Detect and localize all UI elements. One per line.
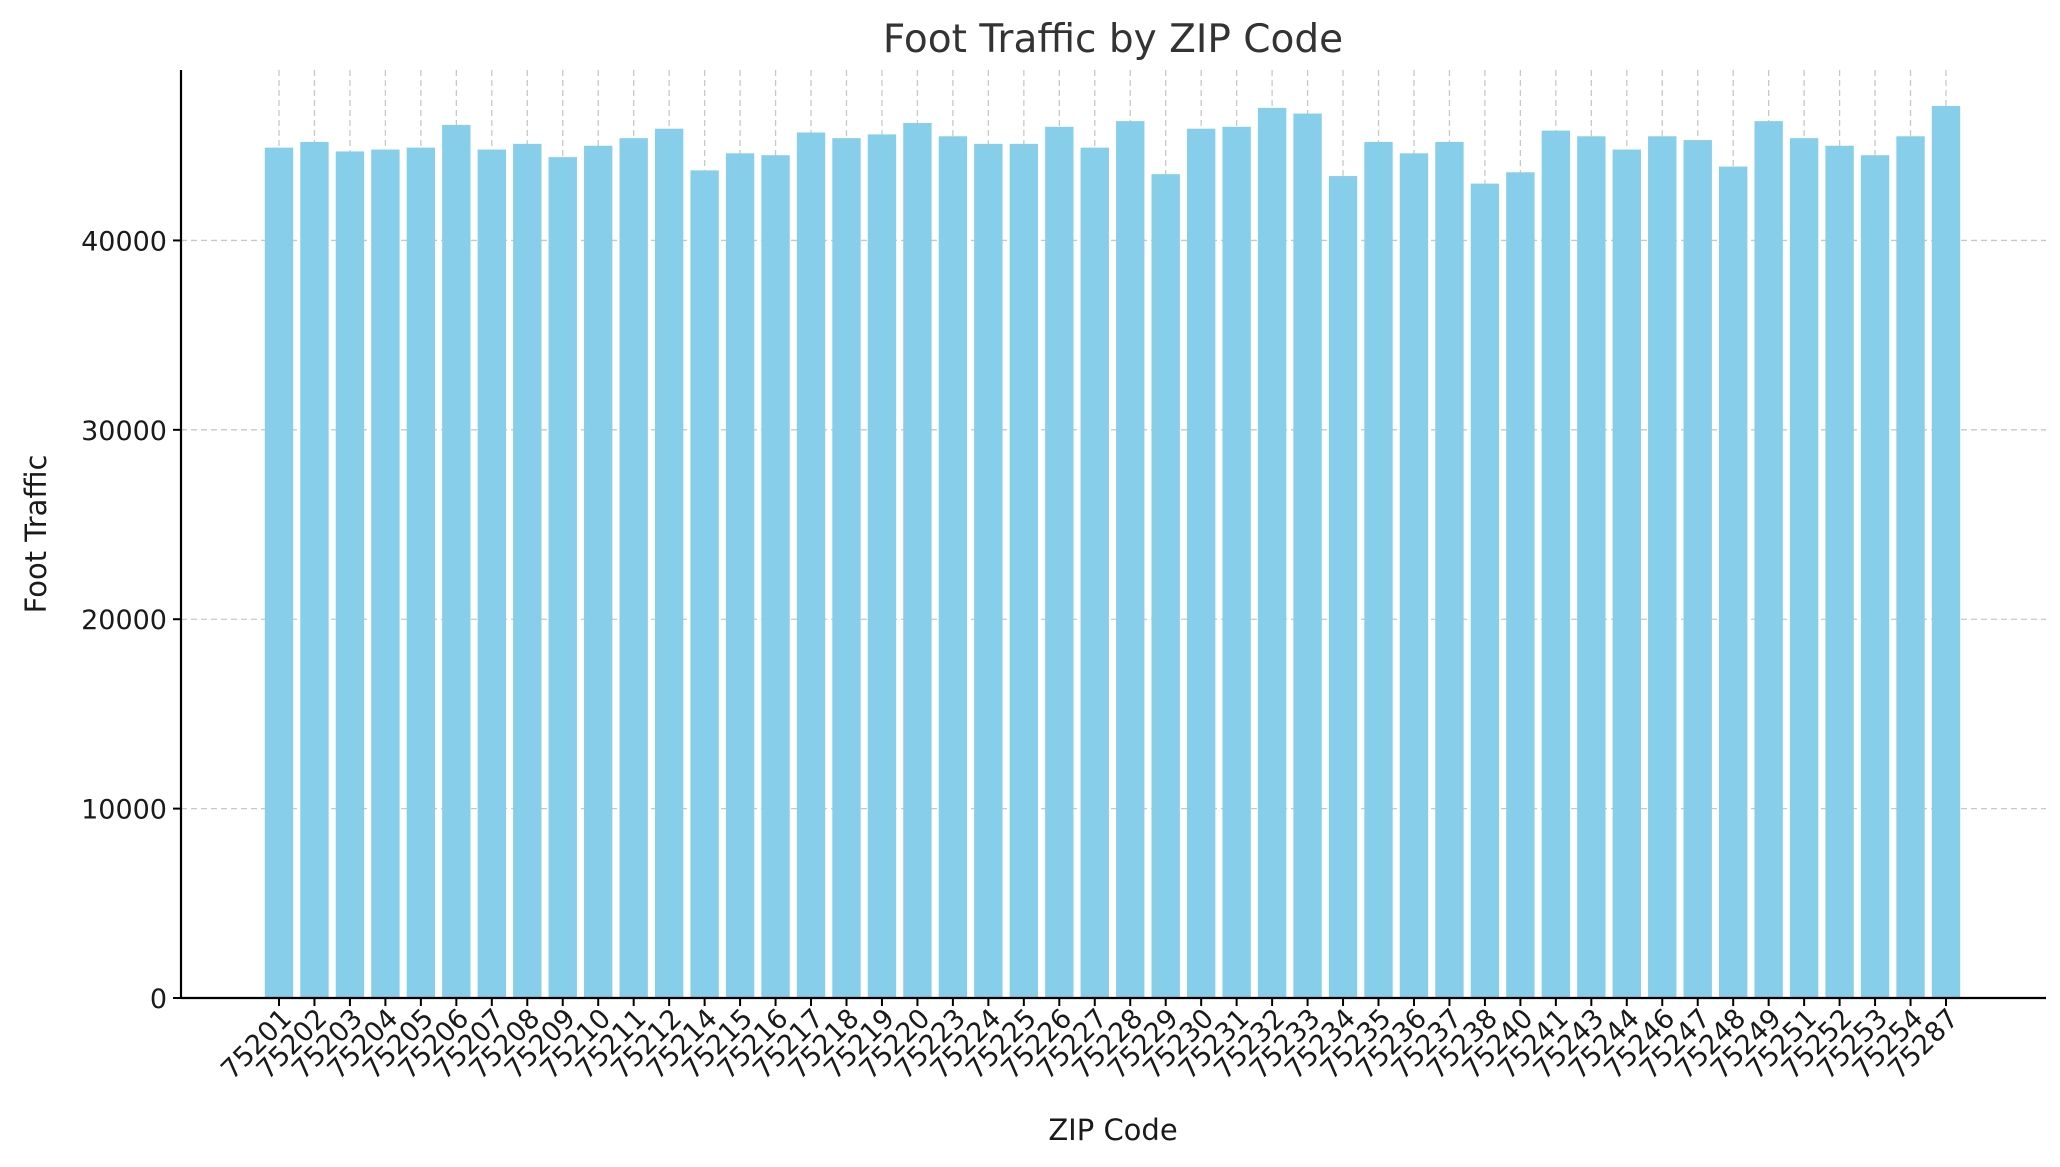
- bar-75228: [1116, 121, 1145, 998]
- bar-75220: [903, 123, 932, 999]
- y-tick-label: 30000: [81, 416, 167, 447]
- bar-75214: [690, 170, 719, 999]
- bar-75234: [1328, 176, 1358, 999]
- y-axis-label: Foot Traffic: [19, 455, 53, 614]
- bar-75226: [1045, 126, 1074, 998]
- x-axis-label: ZIP Code: [1048, 1113, 1177, 1147]
- y-tick-label: 20000: [81, 605, 167, 636]
- bar-75253: [1860, 155, 1890, 998]
- bar-75223: [938, 136, 968, 999]
- bar-75233: [1293, 113, 1322, 998]
- bar-75205: [406, 147, 436, 998]
- bar-75204: [371, 149, 400, 999]
- bar-75246: [1648, 136, 1677, 999]
- bar-75203: [335, 151, 365, 998]
- bar-75211: [619, 138, 648, 999]
- bar-75224: [974, 143, 1003, 999]
- bar-75232: [1257, 107, 1287, 998]
- bar-75227: [1080, 147, 1109, 998]
- bar-75252: [1825, 145, 1854, 998]
- bar-75201: [264, 147, 294, 998]
- bar-75247: [1683, 140, 1712, 998]
- bar-75225: [1009, 143, 1039, 999]
- bar-75236: [1399, 153, 1429, 998]
- bar-75206: [442, 124, 471, 999]
- bar-75210: [584, 145, 613, 998]
- bar-75240: [1506, 172, 1535, 998]
- bar-75219: [867, 134, 897, 998]
- chart-title: Foot Traffic by ZIP Code: [883, 17, 1343, 62]
- bar-75235: [1364, 141, 1393, 998]
- bar-75207: [477, 149, 506, 999]
- bars: [264, 105, 1961, 999]
- bar-75237: [1435, 141, 1464, 998]
- y-tick-labels: 0 10000 20000 30000 40000: [81, 226, 181, 1015]
- bar-75217: [796, 132, 826, 999]
- bar-75231: [1222, 126, 1251, 998]
- bar-75202: [300, 141, 329, 998]
- bar-75229: [1151, 174, 1180, 998]
- bar-75238: [1470, 183, 1500, 998]
- y-tick-label: 40000: [81, 226, 167, 257]
- bar-75249: [1754, 121, 1783, 998]
- bar-75230: [1186, 128, 1216, 998]
- x-tick-labels: 7520175202752037520475205752067520775208…: [215, 998, 1965, 1086]
- bar-75244: [1612, 149, 1641, 999]
- bar-75218: [832, 138, 861, 999]
- bar-75287: [1931, 105, 1961, 999]
- y-tick-label: 10000: [81, 795, 167, 826]
- bar-75212: [654, 128, 684, 998]
- bar-75251: [1789, 138, 1819, 999]
- y-tick-label: 0: [150, 984, 167, 1015]
- bar-75208: [513, 143, 542, 999]
- bar-75215: [725, 153, 755, 998]
- bar-75254: [1896, 136, 1925, 999]
- bar-75216: [761, 155, 790, 998]
- bar-75248: [1719, 166, 1748, 998]
- bar-75243: [1577, 136, 1606, 999]
- bar-75209: [548, 157, 577, 999]
- bar-75241: [1541, 130, 1571, 999]
